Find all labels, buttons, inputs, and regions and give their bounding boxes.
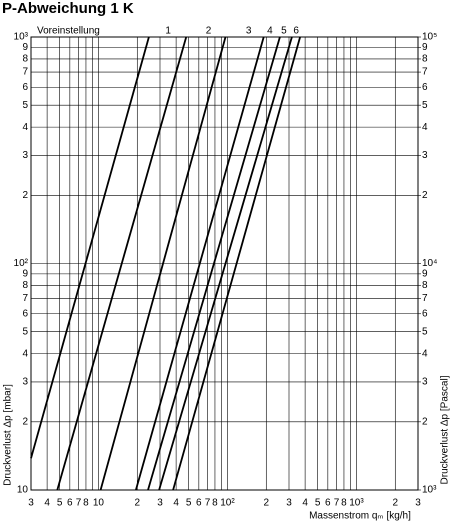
y-tick-label: 10³ [14, 32, 29, 43]
x-tick-label: 10² [220, 498, 235, 509]
y2-tick-label: 7 [422, 293, 428, 304]
x-tick-label: 3 [286, 498, 292, 509]
y2-tick-label: 4 [422, 348, 428, 359]
y-tick-label: 9 [22, 42, 28, 53]
series-line [30, 36, 150, 459]
y2-tick-label: 10⁴ [422, 258, 437, 269]
x-tick-label: 8 [83, 498, 89, 509]
y-tick-label: 7 [22, 293, 28, 304]
x-tick-label: 6 [67, 498, 73, 509]
x-tick-label: 3 [28, 498, 34, 509]
series-line [99, 36, 227, 491]
y2-tick-label: 7 [422, 67, 428, 78]
x-tick-label: 10³ [349, 498, 364, 509]
x-tick-label: 3 [415, 498, 421, 509]
series-label: 1 [165, 26, 171, 37]
annotation: Voreinstellung [37, 26, 100, 37]
y-tick-label: 6 [22, 82, 28, 93]
y2-tick-label: 5 [422, 100, 428, 111]
x-tick-label: 7 [76, 498, 82, 509]
y-tick-label: 10 [17, 485, 29, 496]
series-line [56, 36, 188, 491]
y2-tick-label: 6 [422, 308, 428, 319]
y2-tick-label: 2 [422, 416, 428, 427]
series-line [158, 36, 293, 491]
y-tick-label: 5 [22, 100, 28, 111]
x-tick-label: 6 [325, 498, 331, 509]
series-label: 2 [206, 26, 212, 37]
y2-tick-label: 9 [422, 269, 428, 280]
x-tick-label: 6 [196, 498, 202, 509]
y-axis-label: Druckverlust Δp [mbar] [3, 384, 14, 486]
y2-tick-label: 10⁵ [422, 32, 437, 43]
y-tick-label: 10² [14, 258, 29, 269]
x-tick-label: 8 [341, 498, 347, 509]
y-tick-label: 3 [22, 377, 28, 388]
x-tick-label: 5 [315, 498, 321, 509]
y2-axis-label: Druckverlust Δp [Pascal] [440, 375, 451, 484]
series-label: 3 [246, 26, 252, 37]
x-tick-label: 4 [302, 498, 308, 509]
y2-tick-label: 9 [422, 42, 428, 53]
series-label: 5 [281, 26, 287, 37]
y-tick-label: 4 [22, 348, 28, 359]
x-tick-label: 8 [212, 498, 218, 509]
y-tick-label: 2 [22, 190, 28, 201]
y-tick-label: 5 [22, 326, 28, 337]
series-line [172, 36, 301, 491]
x-tick-label: 4 [44, 498, 50, 509]
x-tick-label: 2 [264, 498, 270, 509]
plot-frame [30, 36, 419, 491]
y-tick-label: 9 [22, 269, 28, 280]
y2-tick-label: 6 [422, 82, 428, 93]
x-tick-label: 5 [57, 498, 63, 509]
x-tick-label: 4 [173, 498, 179, 509]
x-tick-label: 2 [393, 498, 399, 509]
chart-title: P-Abweichung 1 K [2, 0, 134, 17]
y-tick-label: 4 [22, 122, 28, 133]
y-tick-label: 2 [22, 416, 28, 427]
x-tick-label: 7 [334, 498, 340, 509]
y2-tick-label: 4 [422, 122, 428, 133]
x-tick-label: 7 [205, 498, 211, 509]
y-tick-label: 3 [22, 150, 28, 161]
y2-tick-label: 3 [422, 150, 428, 161]
y-tick-label: 8 [22, 54, 28, 65]
series-line [147, 36, 281, 491]
series-line [135, 36, 265, 491]
series-label: 4 [267, 26, 273, 37]
y-tick-label: 7 [22, 67, 28, 78]
x-tick-label: 5 [186, 498, 192, 509]
y-tick-label: 8 [22, 280, 28, 291]
x-tick-label: 10 [93, 498, 105, 509]
y2-tick-label: 2 [422, 190, 428, 201]
y2-tick-label: 8 [422, 280, 428, 291]
x-tick-label: 3 [157, 498, 163, 509]
y2-tick-label: 5 [422, 326, 428, 337]
y2-tick-label: 8 [422, 54, 428, 65]
series-label: 6 [293, 26, 299, 37]
y2-tick-label: 3 [422, 377, 428, 388]
y2-tick-label: 10³ [422, 485, 437, 496]
x-axis-label: Massenstrom qₘ [kg/h] [309, 511, 411, 522]
x-tick-label: 2 [135, 498, 141, 509]
y-tick-label: 6 [22, 308, 28, 319]
